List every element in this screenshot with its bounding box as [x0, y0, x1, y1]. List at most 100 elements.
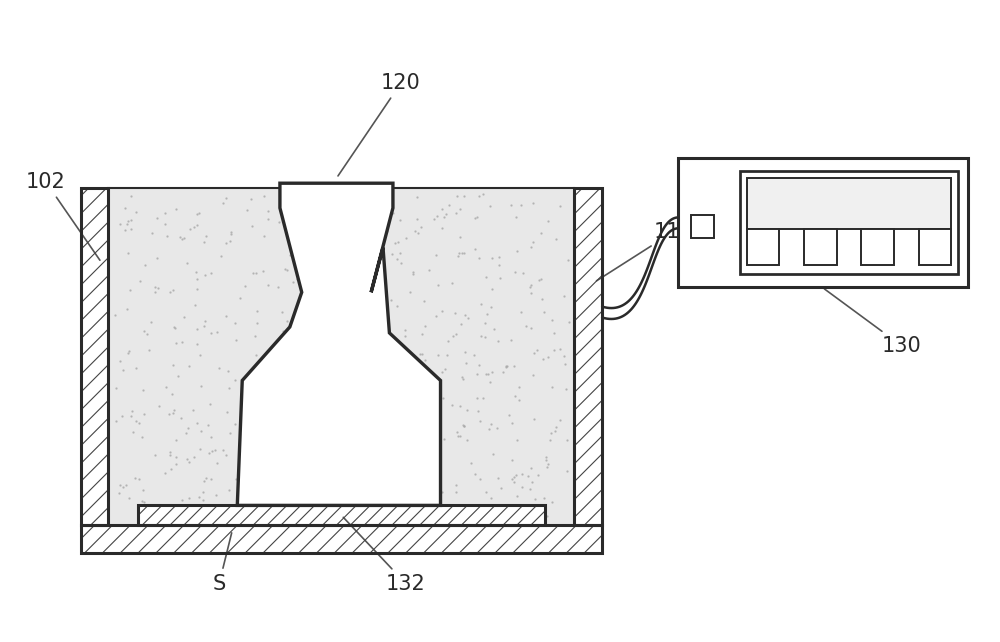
Point — [504, 455, 520, 465]
Point — [186, 221, 202, 232]
Point — [122, 285, 138, 295]
Point — [189, 324, 205, 334]
Point — [472, 416, 488, 426]
Point — [542, 435, 558, 445]
Point — [245, 451, 261, 461]
Point — [416, 296, 432, 306]
Point — [408, 473, 424, 483]
Point — [558, 383, 574, 394]
Point — [534, 294, 550, 304]
Point — [472, 474, 488, 484]
Point — [189, 339, 205, 349]
Bar — [747, 229, 779, 266]
Point — [498, 362, 514, 372]
Point — [393, 257, 409, 268]
Point — [135, 385, 151, 395]
Point — [179, 454, 195, 464]
Point — [189, 418, 205, 428]
Point — [536, 493, 552, 503]
Point — [414, 349, 430, 360]
Text: 102: 102 — [26, 172, 100, 260]
Point — [395, 413, 411, 424]
Point — [357, 202, 373, 212]
Point — [552, 415, 568, 426]
Point — [454, 248, 470, 258]
Point — [308, 356, 324, 366]
Point — [523, 280, 539, 290]
Point — [196, 476, 212, 487]
Point — [331, 201, 347, 211]
Point — [489, 423, 505, 433]
Point — [448, 208, 464, 218]
Point — [375, 324, 391, 334]
Point — [256, 191, 272, 201]
Text: S: S — [213, 533, 232, 594]
Point — [162, 286, 178, 297]
Point — [213, 251, 229, 261]
Point — [441, 200, 457, 211]
Point — [223, 227, 239, 238]
Point — [342, 411, 358, 421]
Point — [331, 209, 347, 219]
Point — [526, 413, 542, 424]
Point — [559, 465, 575, 476]
Point — [535, 354, 551, 364]
Point — [285, 276, 301, 286]
Point — [483, 302, 499, 312]
Point — [277, 373, 293, 383]
Point — [392, 346, 408, 356]
Point — [158, 382, 174, 392]
Bar — [574, 188, 602, 525]
Point — [274, 307, 290, 317]
Point — [362, 418, 378, 428]
Point — [434, 487, 450, 497]
Point — [370, 194, 386, 204]
Point — [501, 410, 517, 420]
Point — [260, 280, 276, 290]
Point — [162, 446, 178, 456]
Point — [381, 444, 397, 454]
Point — [509, 246, 525, 256]
Point — [180, 422, 196, 433]
Point — [530, 471, 546, 481]
Point — [367, 361, 383, 372]
Point — [323, 325, 339, 335]
Point — [422, 487, 438, 498]
Point — [139, 329, 155, 339]
Point — [456, 191, 472, 202]
Point — [136, 325, 152, 336]
Point — [350, 474, 366, 484]
Point — [227, 318, 243, 329]
Point — [469, 369, 485, 379]
Point — [218, 238, 234, 248]
Point — [167, 323, 183, 333]
Point — [150, 283, 166, 293]
Point — [410, 228, 426, 238]
Point — [131, 474, 147, 485]
Point — [157, 218, 173, 229]
Point — [453, 318, 469, 329]
Point — [151, 401, 167, 412]
Point — [525, 237, 541, 247]
Point — [234, 496, 250, 507]
Point — [351, 293, 367, 304]
Point — [430, 350, 446, 360]
Point — [144, 228, 160, 238]
Point — [328, 335, 344, 345]
Point — [458, 358, 474, 369]
Point — [385, 208, 401, 218]
Point — [189, 274, 205, 284]
Point — [227, 507, 243, 517]
Point — [524, 476, 540, 487]
Point — [295, 471, 311, 482]
Point — [544, 382, 560, 392]
Point — [296, 290, 312, 300]
Point — [504, 419, 520, 429]
Point — [293, 469, 309, 480]
Point — [318, 248, 334, 259]
Point — [314, 200, 330, 210]
Point — [297, 447, 313, 458]
Point — [430, 280, 446, 290]
Point — [440, 335, 456, 345]
Point — [192, 444, 208, 454]
